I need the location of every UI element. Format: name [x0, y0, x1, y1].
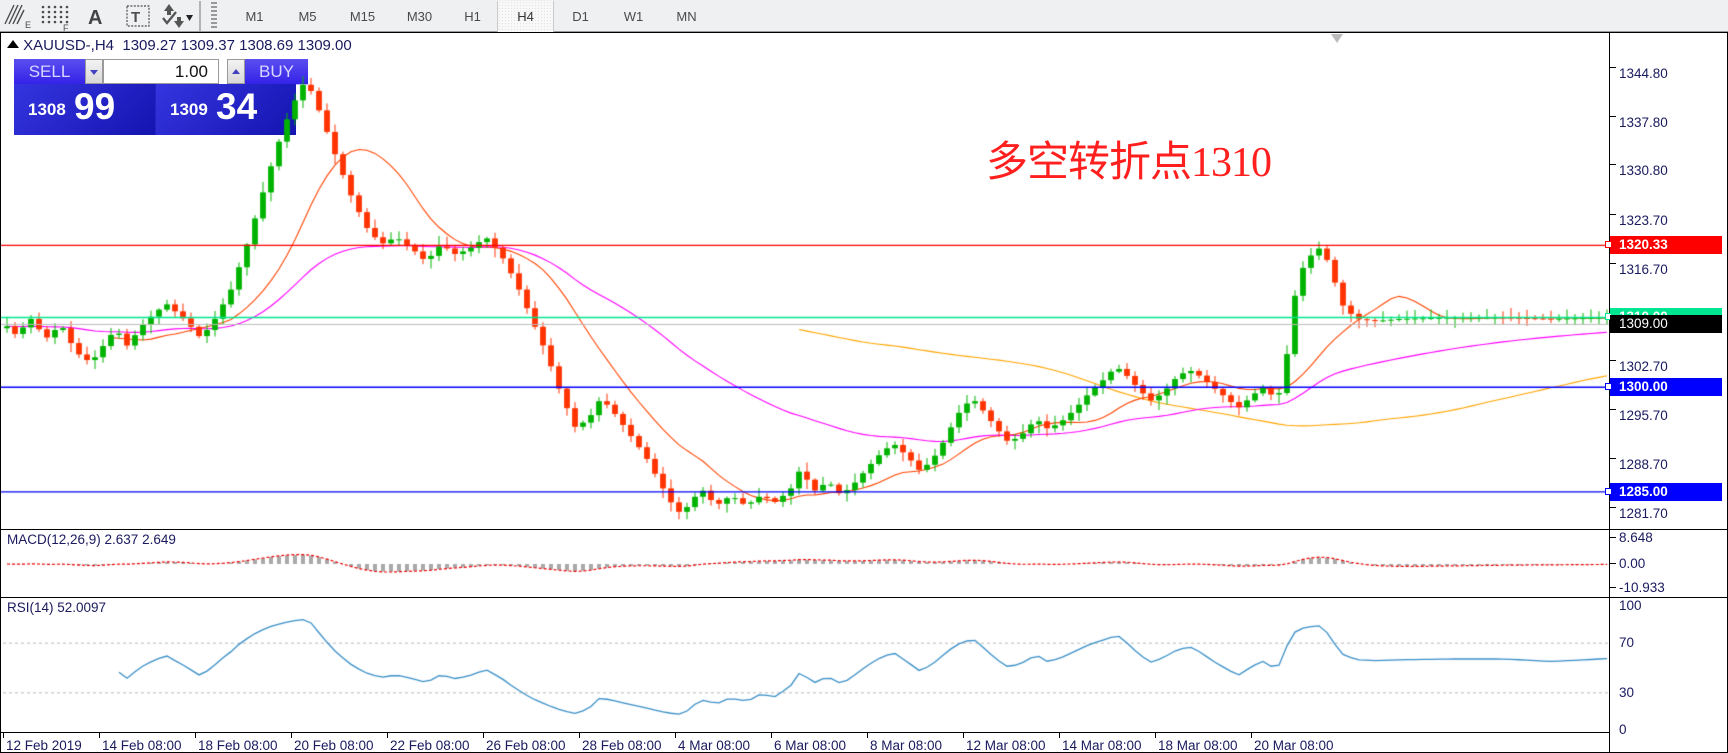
svg-text:E: E	[25, 20, 31, 30]
svg-text:F: F	[63, 23, 69, 32]
svg-text:T: T	[131, 9, 140, 26]
svg-text:A: A	[88, 7, 102, 29]
